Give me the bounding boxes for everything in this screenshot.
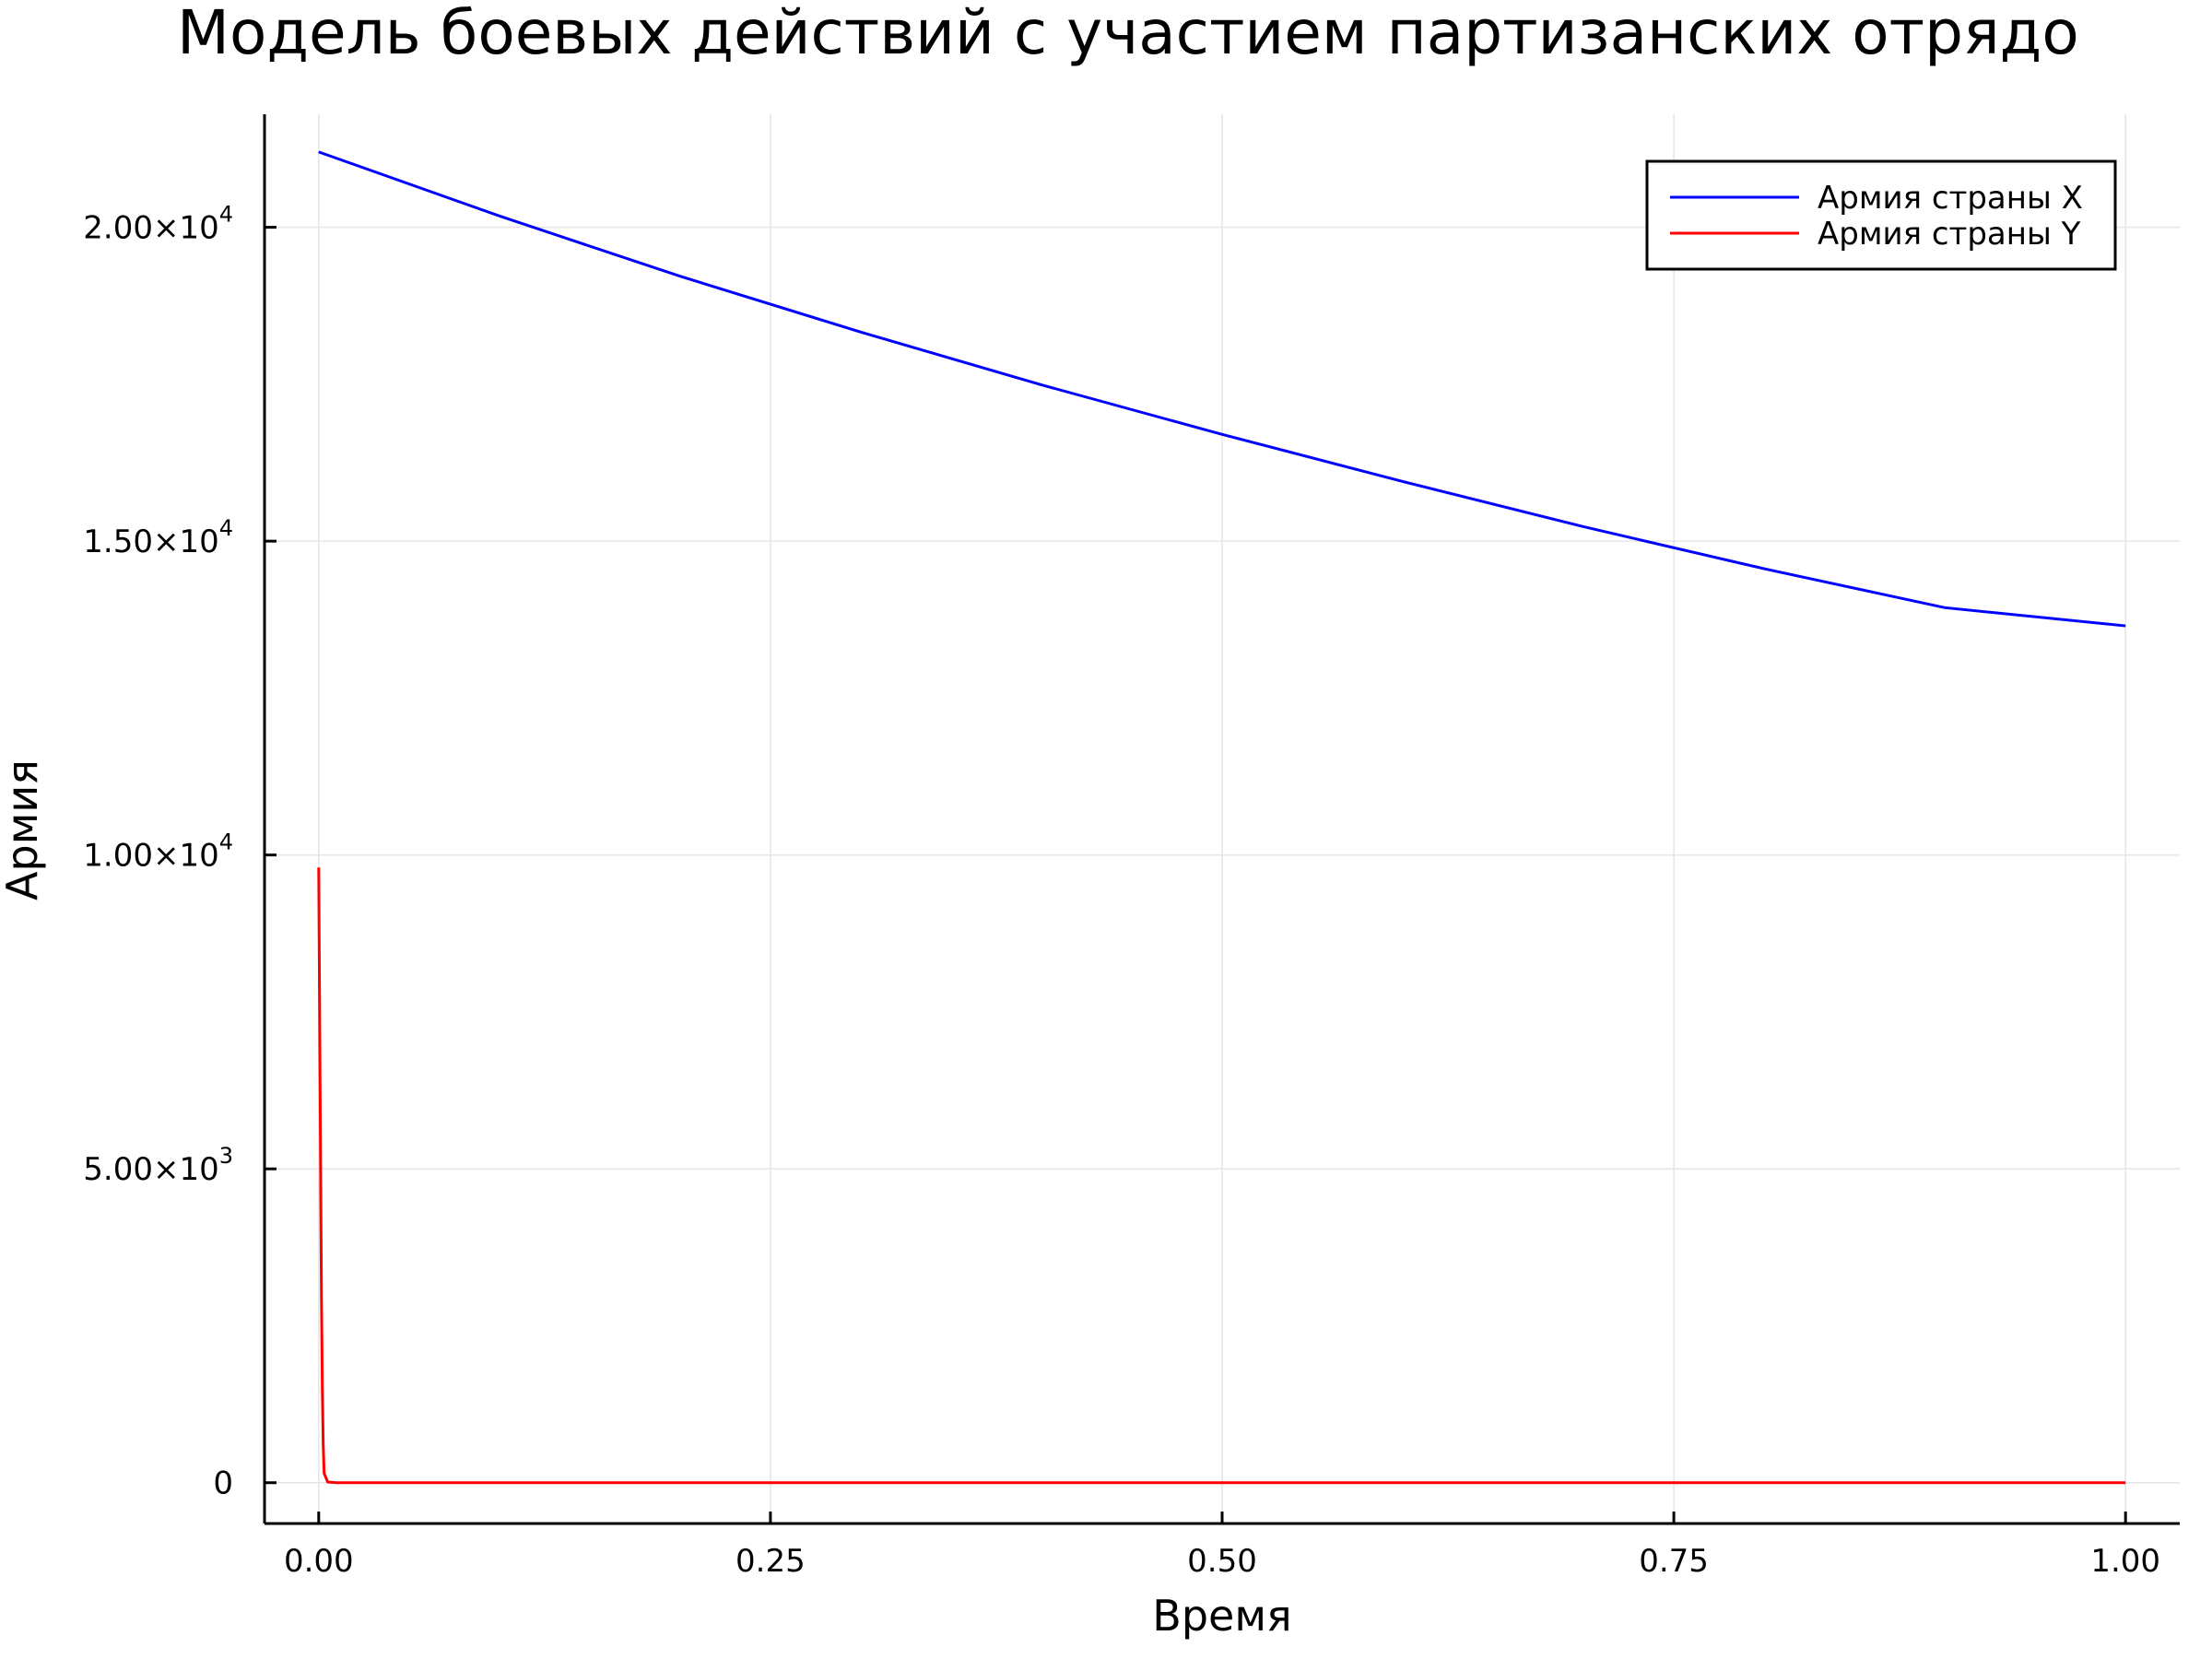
y-tick-label: 2.00×104 bbox=[83, 202, 233, 247]
y-tick-exponent: 4 bbox=[219, 202, 233, 228]
x-tick-label: 0.75 bbox=[1639, 1543, 1709, 1580]
y-tick-mantissa: 1.00×10 bbox=[83, 838, 218, 875]
y-tick-label: 1.50×104 bbox=[83, 515, 233, 560]
y-tick-mantissa: 1.50×10 bbox=[83, 524, 218, 560]
x-tick-label: 1.00 bbox=[2090, 1543, 2160, 1580]
ticks: 0.00 0.25 0.50 0.75 1.0005.00×1031.00×1041.5… bbox=[83, 202, 2160, 1580]
y-tick-exponent: 3 bbox=[219, 1143, 233, 1169]
series-line-1 bbox=[318, 150, 2126, 628]
y-tick-mantissa: 5.00×10 bbox=[83, 1151, 218, 1188]
y-tick-mantissa: 2.00×10 bbox=[83, 210, 218, 247]
x-tick-label: 0.25 bbox=[735, 1543, 806, 1580]
x-axis-label: Время bbox=[1152, 1591, 1291, 1641]
grid bbox=[265, 114, 2180, 1524]
series-line-2 bbox=[317, 867, 2126, 1485]
y-tick-label: 5.00×103 bbox=[83, 1143, 233, 1188]
x-tick-label: 0.50 bbox=[1187, 1543, 1257, 1580]
y-tick-mantissa: 0 bbox=[213, 1465, 233, 1502]
y-tick-exponent: 4 bbox=[219, 515, 233, 541]
y-axis-label: Армия bbox=[0, 759, 47, 900]
series bbox=[317, 150, 2126, 1485]
y-tick-label: 0 bbox=[213, 1465, 233, 1502]
legend-label-1: Армия страны X bbox=[1818, 180, 2083, 217]
chart-title: Модель боевых действий с участием партиз… bbox=[177, 0, 2079, 68]
y-tick-label: 1.00×104 bbox=[83, 830, 233, 875]
x-tick-label: 0.00 bbox=[284, 1543, 354, 1580]
y-tick-exponent: 4 bbox=[219, 830, 233, 855]
legend-box bbox=[1645, 159, 2117, 271]
legend-label-2: Армия страны Y bbox=[1818, 216, 2081, 253]
